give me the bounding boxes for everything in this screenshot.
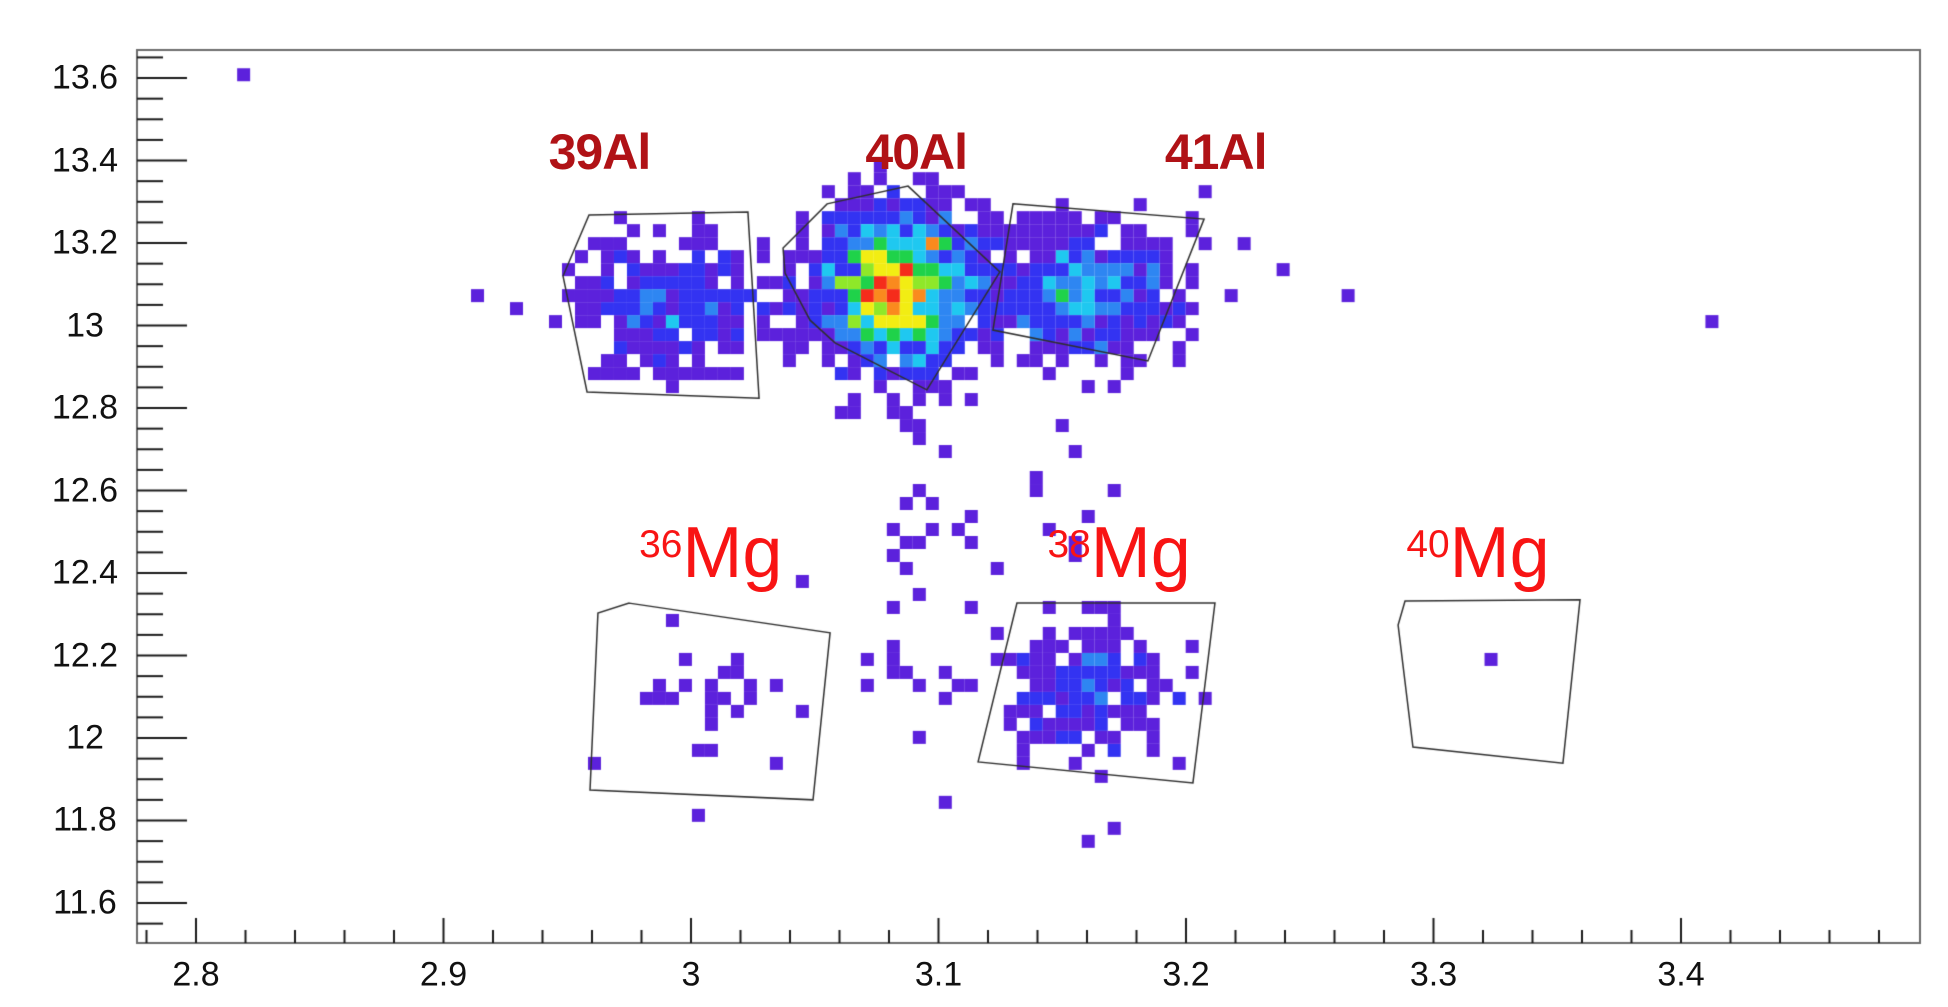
y-tick-label: 13.4 — [51, 141, 119, 180]
label-41Al: 41Al — [1164, 124, 1268, 181]
isotope-mass-superscript: 40 — [1406, 522, 1450, 566]
label-38Mg: 38Mg — [1047, 512, 1191, 593]
x-tick-label: 3.3 — [1409, 955, 1458, 994]
label-40Al: 40Al — [865, 124, 968, 181]
x-tick-label: 3.4 — [1657, 955, 1705, 994]
label-36Mg: 36Mg — [639, 512, 783, 593]
x-tick-label: 2.8 — [172, 955, 220, 994]
x-tick-label: 2.9 — [419, 955, 468, 994]
isotope-mass-superscript: 36 — [639, 522, 683, 566]
y-tick-label: 11.8 — [53, 800, 117, 839]
y-tick-label: 11.6 — [53, 883, 117, 922]
x-tick-label: 3.1 — [914, 955, 963, 994]
isotope-mass-superscript: 38 — [1047, 522, 1091, 566]
y-tick-label: 13.6 — [51, 58, 119, 97]
x-tick-label: 3 — [681, 955, 701, 994]
y-tick-label: 12.2 — [51, 636, 119, 674]
label-39Al: 39Al — [548, 124, 652, 181]
y-tick-label: 12.6 — [51, 471, 119, 510]
x-tick-label: 3.2 — [1162, 955, 1210, 994]
y-tick-label: 12.4 — [51, 553, 119, 592]
y-tick-label: 12.8 — [51, 388, 119, 427]
y-tick-label: 12 — [66, 718, 104, 757]
label-40Mg: 40Mg — [1406, 512, 1550, 593]
y-tick-label: 13 — [66, 306, 104, 345]
y-tick-label: 13.2 — [51, 223, 119, 262]
